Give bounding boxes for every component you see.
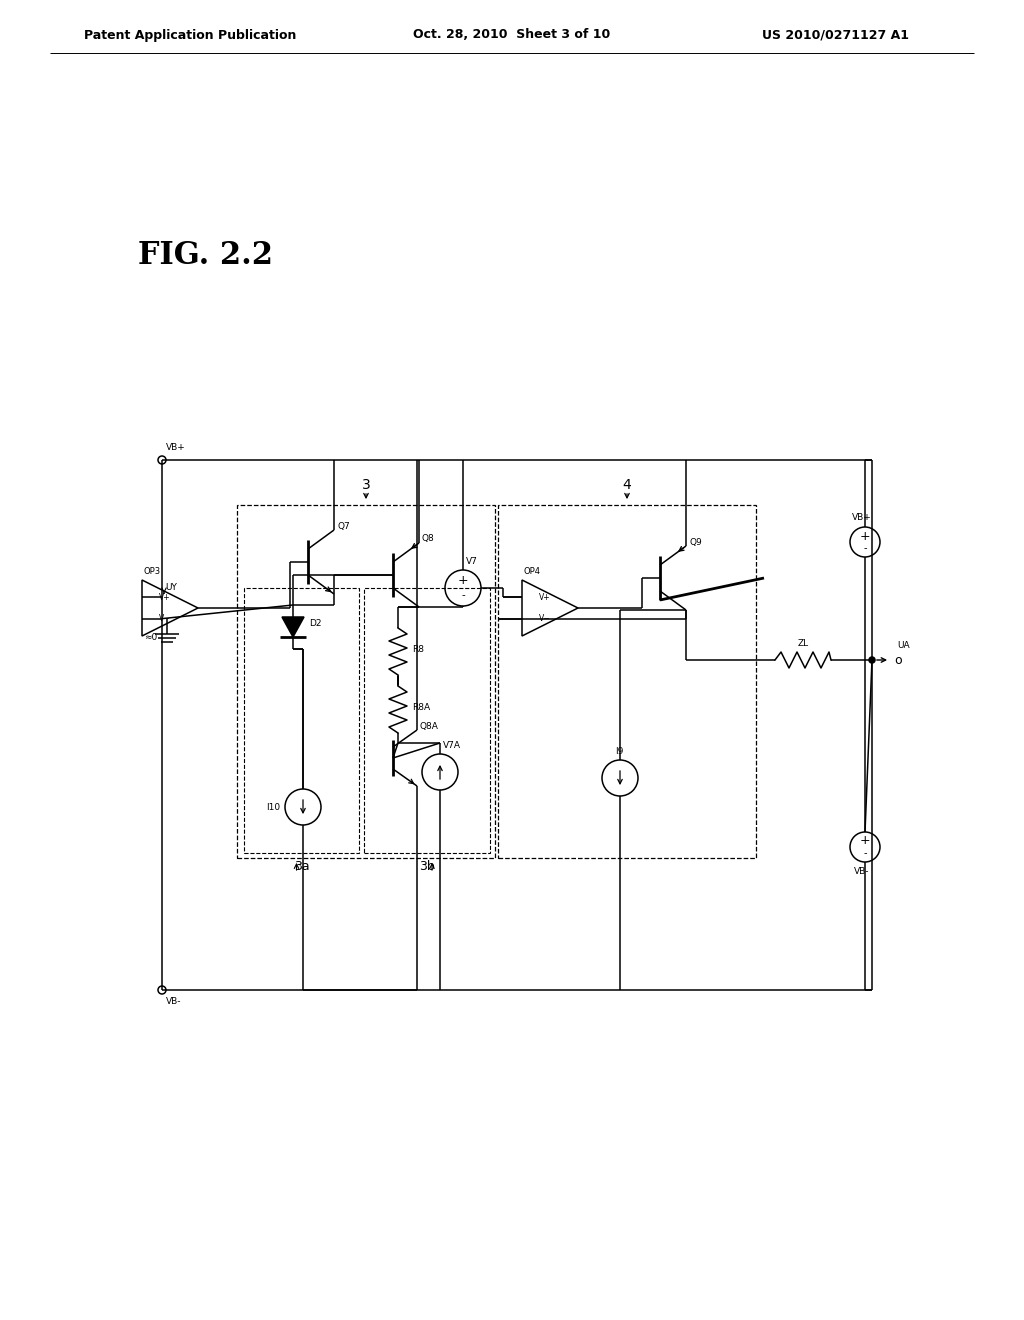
Text: OP4: OP4	[524, 568, 541, 577]
Text: D2: D2	[309, 619, 322, 628]
Text: -: -	[461, 590, 465, 601]
Text: Oct. 28, 2010  Sheet 3 of 10: Oct. 28, 2010 Sheet 3 of 10	[414, 29, 610, 41]
Text: Q8A: Q8A	[420, 722, 439, 730]
Text: Q9: Q9	[689, 537, 701, 546]
Circle shape	[869, 657, 874, 663]
Bar	[244, 587, 359, 853]
Text: I9: I9	[615, 747, 624, 756]
Text: UA: UA	[897, 642, 909, 651]
Text: -: -	[863, 543, 866, 553]
Text: Q8: Q8	[422, 535, 435, 544]
Bar	[237, 506, 495, 858]
Text: +: +	[458, 574, 468, 587]
Bar	[498, 506, 756, 858]
Text: V7A: V7A	[443, 742, 461, 751]
Text: Q7: Q7	[337, 521, 350, 531]
Text: 3: 3	[361, 478, 371, 492]
Text: 4: 4	[623, 478, 632, 492]
Text: ZL: ZL	[798, 639, 809, 648]
Text: FIG. 2.2: FIG. 2.2	[137, 239, 272, 271]
Polygon shape	[282, 616, 304, 638]
Text: VB-: VB-	[854, 866, 869, 875]
Text: 3b: 3b	[419, 859, 435, 873]
Text: V+: V+	[159, 593, 170, 602]
Text: VB+: VB+	[166, 444, 185, 453]
Text: I10: I10	[266, 803, 280, 812]
Text: 3a: 3a	[294, 859, 309, 873]
Text: V7: V7	[466, 557, 478, 566]
Text: UY: UY	[165, 583, 177, 591]
Text: V−: V−	[539, 614, 550, 623]
Text: V+: V+	[539, 593, 550, 602]
Text: R8: R8	[412, 645, 424, 655]
Text: R8A: R8A	[412, 704, 430, 713]
Text: +: +	[860, 529, 870, 543]
Text: US 2010/0271127 A1: US 2010/0271127 A1	[762, 29, 908, 41]
Bar	[364, 587, 490, 853]
Text: VB+: VB+	[852, 513, 871, 523]
Text: OP3: OP3	[144, 568, 161, 577]
Text: ≈0: ≈0	[143, 634, 157, 642]
Text: +: +	[860, 834, 870, 847]
Text: o: o	[894, 653, 901, 667]
Text: -: -	[863, 847, 866, 858]
Text: V−: V−	[159, 614, 170, 623]
Text: Patent Application Publication: Patent Application Publication	[84, 29, 296, 41]
Text: VB-: VB-	[166, 998, 181, 1006]
